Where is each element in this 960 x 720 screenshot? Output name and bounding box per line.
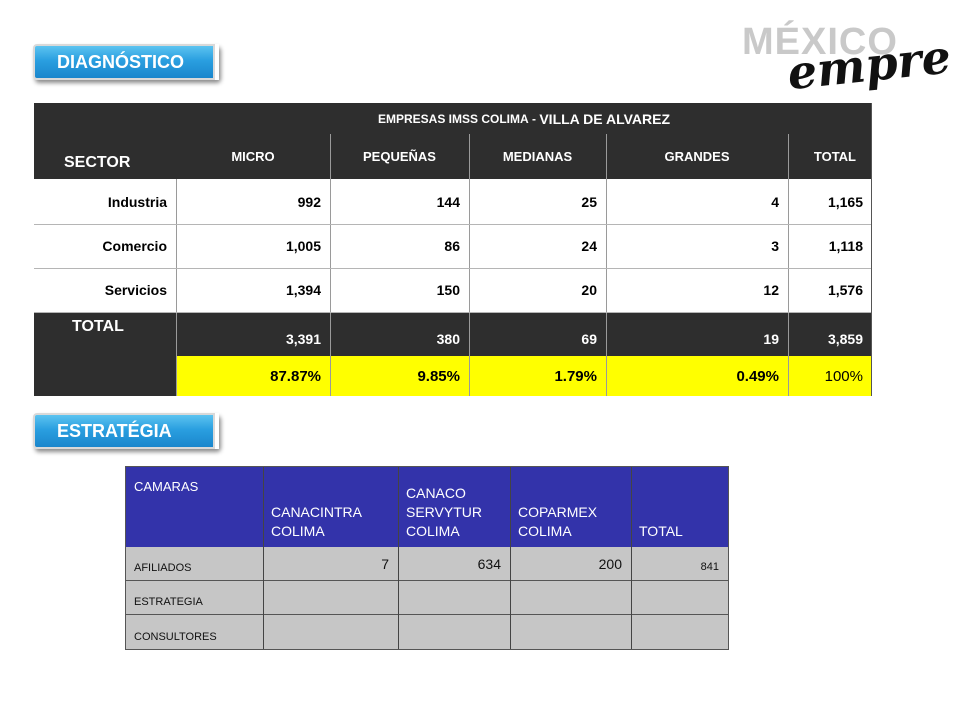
grid-line bbox=[631, 467, 632, 649]
sector-cell: Comercio bbox=[34, 224, 176, 268]
grid-line bbox=[34, 268, 872, 269]
pill-notch bbox=[213, 44, 219, 80]
value-cell: 4 bbox=[606, 179, 788, 224]
sector-header: SECTOR bbox=[34, 103, 176, 179]
value-cell: 1,394 bbox=[176, 268, 330, 312]
value-cell: 1,576 bbox=[788, 268, 872, 312]
camaras-row-label: AFILIADOS bbox=[126, 547, 263, 580]
total-value: 3,391 bbox=[176, 312, 330, 356]
grid-line bbox=[788, 134, 789, 396]
camaras-header-0: CAMARAS bbox=[126, 467, 263, 547]
value-cell: 144 bbox=[330, 179, 469, 224]
camaras-value-cell bbox=[631, 614, 728, 649]
sector-cell: Industria bbox=[34, 179, 176, 224]
logo-mexico-text: MÉXICO bbox=[742, 19, 898, 63]
table-border bbox=[871, 103, 872, 396]
total-value: 69 bbox=[469, 312, 606, 356]
camaras-value-cell bbox=[631, 580, 728, 614]
total-value: 19 bbox=[606, 312, 788, 356]
estrategia-section-label: ESTRATÉGIA bbox=[33, 413, 219, 449]
table-title-main: EMPRESAS IMSS COLIMA bbox=[377, 111, 529, 126]
estrategia-label-text: ESTRATÉGIA bbox=[57, 420, 172, 441]
diagnostic-table: SECTOR EMPRESAS IMSS COLIMA - VILLA DE AL… bbox=[34, 103, 872, 396]
column-header-micro: MICRO bbox=[176, 134, 330, 179]
total-value: 380 bbox=[330, 312, 469, 356]
camaras-value-cell bbox=[263, 614, 398, 649]
camaras-header-2: CANACO SERVYTUR COLIMA bbox=[398, 467, 510, 547]
grid-line bbox=[398, 467, 399, 649]
value-cell: 86 bbox=[330, 224, 469, 268]
camaras-table: CAMARAS CANACINTRA COLIMA CANACO SERVYTUR … bbox=[125, 466, 729, 650]
camaras-value-cell: 200 bbox=[510, 547, 631, 580]
camaras-row-label: CONSULTORES bbox=[126, 614, 263, 649]
grid-line bbox=[469, 134, 470, 396]
column-header-grandes: GRANDES bbox=[606, 134, 788, 179]
grid-line bbox=[126, 614, 728, 615]
grid-line bbox=[330, 134, 331, 396]
camaras-value-cell: 634 bbox=[398, 547, 510, 580]
grid-line bbox=[34, 312, 872, 313]
table-title-separator: - bbox=[528, 111, 540, 126]
grid-line bbox=[263, 467, 264, 649]
diagnostico-label-text: DIAGNÓSTICO bbox=[57, 51, 185, 72]
percent-value: 1.79% bbox=[469, 356, 606, 396]
camaras-value-cell bbox=[398, 614, 510, 649]
value-cell: 1,165 bbox=[788, 179, 872, 224]
grid-line bbox=[510, 467, 511, 649]
table-title: EMPRESAS IMSS COLIMA - VILLA DE ALVAREZ bbox=[176, 103, 872, 134]
grid-line bbox=[606, 134, 607, 396]
diagnostico-section-label: DIAGNÓSTICO bbox=[33, 44, 219, 80]
camaras-header-4: TOTAL bbox=[631, 467, 728, 547]
camaras-value-cell: 7 bbox=[263, 547, 398, 580]
camaras-header-3: COPARMEX COLIMA bbox=[510, 467, 631, 547]
grid-line bbox=[34, 224, 872, 225]
table-title-place: VILLA DE ALVAREZ bbox=[539, 110, 671, 127]
value-cell: 150 bbox=[330, 268, 469, 312]
grid-line bbox=[176, 179, 177, 396]
total-label: TOTAL bbox=[34, 312, 176, 396]
camaras-value-cell bbox=[510, 580, 631, 614]
camaras-header-1: CANACINTRA COLIMA bbox=[263, 467, 398, 547]
column-header-total: TOTAL bbox=[788, 134, 872, 179]
sector-cell: Servicios bbox=[34, 268, 176, 312]
camaras-value-cell bbox=[263, 580, 398, 614]
value-cell: 1,118 bbox=[788, 224, 872, 268]
value-cell: 20 bbox=[469, 268, 606, 312]
value-cell: 992 bbox=[176, 179, 330, 224]
camaras-value-cell bbox=[510, 614, 631, 649]
percent-value: 87.87% bbox=[176, 356, 330, 396]
mexico-emprende-logo: MÉXICO emprende bbox=[742, 19, 950, 100]
pill-notch bbox=[213, 413, 219, 449]
column-header-pequeñas: PEQUEÑAS bbox=[330, 134, 469, 179]
percent-value: 9.85% bbox=[330, 356, 469, 396]
value-cell: 1,005 bbox=[176, 224, 330, 268]
total-value: 3,859 bbox=[788, 312, 872, 356]
value-cell: 25 bbox=[469, 179, 606, 224]
value-cell: 12 bbox=[606, 268, 788, 312]
camaras-value-cell: 841 bbox=[631, 547, 728, 580]
percent-value: 100% bbox=[788, 356, 872, 396]
camaras-row-label: ESTRATEGIA bbox=[126, 580, 263, 614]
grid-line bbox=[126, 580, 728, 581]
camaras-value-cell bbox=[398, 580, 510, 614]
value-cell: 24 bbox=[469, 224, 606, 268]
value-cell: 3 bbox=[606, 224, 788, 268]
percent-value: 0.49% bbox=[606, 356, 788, 396]
column-header-medianas: MEDIANAS bbox=[469, 134, 606, 179]
